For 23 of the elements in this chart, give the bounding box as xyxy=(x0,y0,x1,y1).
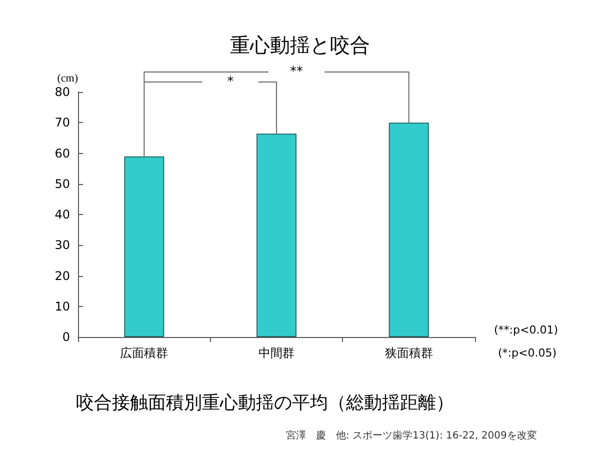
text: (**:p<0.01) xyxy=(494,324,558,336)
y-tick-label: 40 xyxy=(54,208,70,222)
y-tick-label: 70 xyxy=(54,116,70,130)
y-tick-label: 30 xyxy=(54,238,70,252)
x-tick-label: 広面積群 xyxy=(120,346,168,360)
text: * xyxy=(227,74,234,90)
y-tick-label: 50 xyxy=(54,176,70,191)
x-tick-label: 中間群 xyxy=(258,346,294,360)
bar xyxy=(256,134,296,337)
chart-title: 重心動揺と咬合 xyxy=(230,33,370,57)
x-tick-label: 狭面積群 xyxy=(384,346,433,360)
bar xyxy=(124,156,164,337)
y-axis-title: (cm) xyxy=(57,72,78,84)
y-tick-label: 60 xyxy=(54,146,70,160)
bar xyxy=(388,122,429,337)
text: (*:p<0.05) xyxy=(498,346,556,360)
text: 咬合接触面積別重心動揺の平均（総動揺距離） xyxy=(76,392,454,414)
y-tick-label: 0 xyxy=(62,330,70,344)
y-tick-label: 80 xyxy=(54,85,70,99)
y-tick-label: 10 xyxy=(54,299,70,314)
y-tick-label: 20 xyxy=(54,268,70,283)
text: ** xyxy=(290,64,304,80)
text: 宮澤 慶 他: スポーツ歯学13(1): 16-22, 2009を改変 xyxy=(286,430,537,442)
